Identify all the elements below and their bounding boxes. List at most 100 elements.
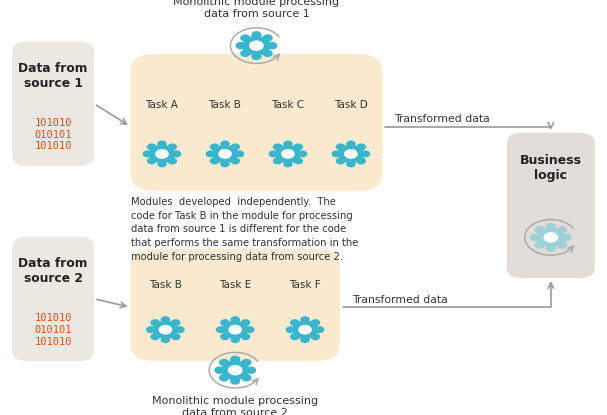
Circle shape	[147, 327, 155, 332]
Circle shape	[148, 158, 156, 164]
Circle shape	[148, 144, 156, 150]
Circle shape	[345, 150, 357, 158]
Text: Data from
source 2: Data from source 2	[18, 257, 88, 286]
Circle shape	[250, 41, 263, 50]
Circle shape	[243, 37, 270, 55]
FancyBboxPatch shape	[12, 237, 94, 361]
Circle shape	[336, 158, 345, 164]
Text: Modules  developed  independently.  The
code for Task B in the module for proces: Modules developed independently. The cod…	[131, 197, 358, 261]
Circle shape	[347, 161, 355, 167]
Circle shape	[263, 50, 272, 56]
Circle shape	[558, 242, 566, 248]
Circle shape	[562, 234, 571, 240]
Circle shape	[274, 144, 282, 150]
Text: Transformed data: Transformed data	[352, 295, 448, 305]
Circle shape	[252, 32, 261, 38]
Circle shape	[299, 151, 307, 157]
FancyBboxPatch shape	[12, 42, 94, 166]
Text: 101010
010101
101010: 101010 010101 101010	[35, 118, 72, 151]
Circle shape	[339, 146, 364, 162]
Circle shape	[229, 366, 242, 375]
Circle shape	[143, 151, 152, 157]
Text: Task C: Task C	[271, 100, 305, 110]
Circle shape	[357, 158, 365, 164]
Circle shape	[294, 158, 302, 164]
Circle shape	[168, 144, 177, 150]
Circle shape	[268, 43, 277, 49]
Circle shape	[231, 337, 239, 342]
Circle shape	[206, 151, 214, 157]
FancyBboxPatch shape	[131, 249, 340, 361]
Circle shape	[222, 361, 249, 379]
Circle shape	[231, 144, 239, 150]
Text: Task E: Task E	[219, 280, 251, 290]
Circle shape	[336, 144, 345, 150]
Circle shape	[158, 161, 166, 167]
Circle shape	[242, 320, 249, 325]
Circle shape	[535, 242, 544, 248]
Circle shape	[220, 359, 228, 366]
Circle shape	[291, 334, 299, 339]
Circle shape	[294, 144, 302, 150]
Circle shape	[558, 227, 566, 233]
Circle shape	[276, 146, 300, 162]
Text: Monolithic module processing
data from source 2: Monolithic module processing data from s…	[152, 396, 318, 415]
Circle shape	[211, 144, 219, 150]
Circle shape	[242, 334, 249, 339]
Circle shape	[158, 141, 166, 147]
Circle shape	[241, 50, 249, 56]
Circle shape	[236, 43, 245, 49]
Text: Monolithic module processing
data from source 1: Monolithic module processing data from s…	[174, 0, 339, 19]
Circle shape	[316, 327, 324, 332]
Text: Task F: Task F	[289, 280, 321, 290]
Circle shape	[311, 320, 319, 325]
Text: Transformed data: Transformed data	[395, 115, 490, 124]
Circle shape	[299, 325, 311, 334]
Circle shape	[291, 320, 299, 325]
Text: Task B: Task B	[209, 100, 242, 110]
Circle shape	[242, 359, 251, 366]
Text: Business
logic: Business logic	[520, 154, 582, 182]
Circle shape	[287, 327, 294, 332]
Circle shape	[293, 321, 317, 338]
Circle shape	[544, 233, 557, 242]
Circle shape	[252, 54, 261, 59]
Text: Data from
source 1: Data from source 1	[18, 62, 88, 90]
Circle shape	[531, 234, 540, 240]
Circle shape	[161, 337, 169, 342]
Circle shape	[546, 224, 555, 229]
FancyBboxPatch shape	[507, 133, 595, 278]
Text: Task D: Task D	[334, 100, 368, 110]
Circle shape	[172, 320, 180, 325]
Circle shape	[231, 378, 240, 384]
Circle shape	[535, 227, 544, 233]
Circle shape	[263, 35, 272, 41]
Circle shape	[284, 141, 292, 147]
Circle shape	[242, 375, 251, 381]
Circle shape	[176, 327, 184, 332]
Circle shape	[301, 337, 309, 342]
Circle shape	[217, 327, 225, 332]
Circle shape	[546, 245, 555, 251]
Circle shape	[311, 334, 319, 339]
Circle shape	[357, 144, 365, 150]
Circle shape	[282, 150, 294, 158]
Circle shape	[215, 367, 224, 373]
Circle shape	[241, 35, 249, 41]
Circle shape	[361, 151, 370, 157]
Text: Task A: Task A	[146, 100, 178, 110]
Circle shape	[212, 146, 237, 162]
Circle shape	[231, 356, 240, 362]
FancyBboxPatch shape	[131, 54, 382, 191]
Circle shape	[221, 334, 229, 339]
Circle shape	[246, 367, 256, 373]
Circle shape	[219, 150, 231, 158]
Circle shape	[161, 317, 169, 322]
Circle shape	[156, 150, 168, 158]
Text: 101010
010101
101010: 101010 010101 101010	[35, 313, 72, 347]
Circle shape	[537, 228, 565, 247]
Circle shape	[274, 158, 282, 164]
Circle shape	[151, 334, 159, 339]
Circle shape	[221, 141, 229, 147]
Circle shape	[159, 325, 172, 334]
